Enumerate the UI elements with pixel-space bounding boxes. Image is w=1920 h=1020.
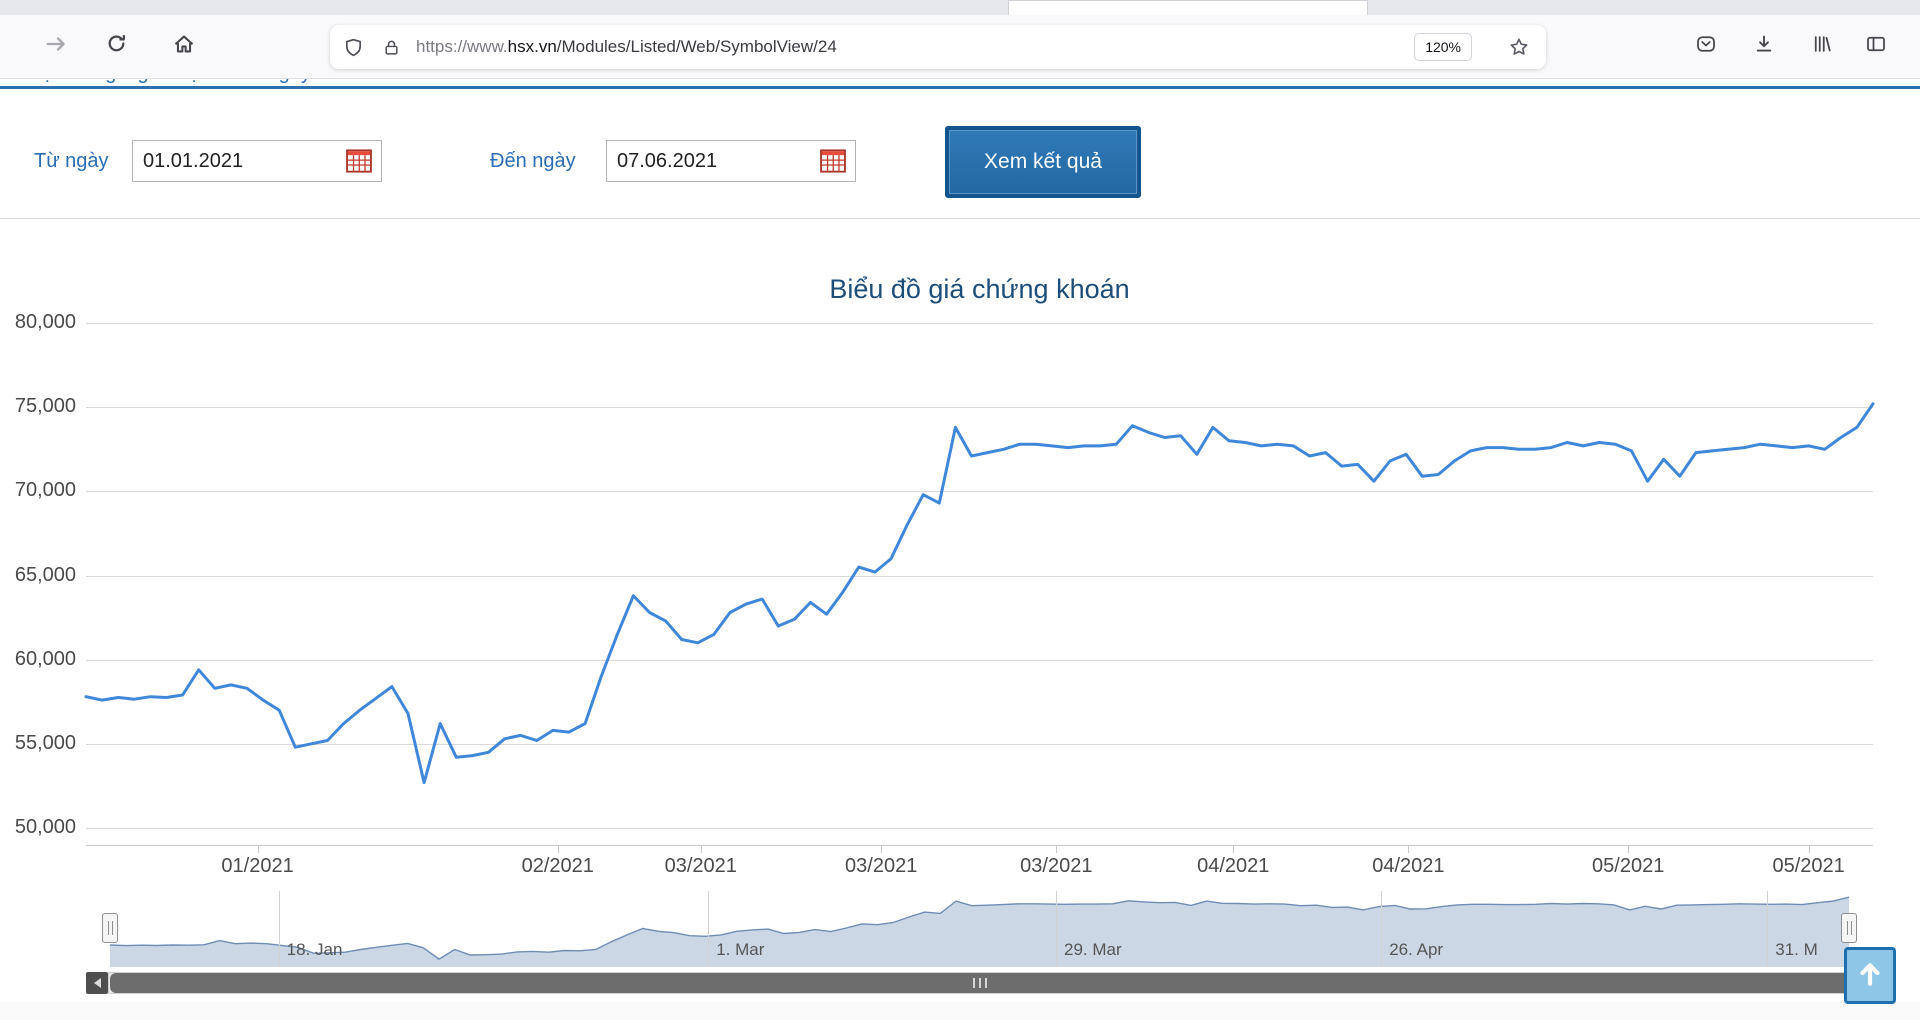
browser-tabstrip bbox=[0, 0, 1920, 15]
y-gridline bbox=[86, 323, 1873, 324]
x-axis-label: 03/2021 bbox=[1020, 855, 1093, 877]
view-results-button[interactable]: Xem kết quả bbox=[945, 126, 1141, 198]
y-axis-label: 55,000 bbox=[14, 731, 76, 754]
x-axis-label: 03/2021 bbox=[664, 855, 737, 877]
navigator-tick-label: 1. Mar bbox=[716, 940, 765, 959]
y-axis-label: 65,000 bbox=[14, 563, 76, 586]
url-protocol: https://www. bbox=[416, 37, 508, 56]
y-gridline bbox=[86, 575, 1873, 577]
bookmark-star-button[interactable] bbox=[1504, 32, 1534, 62]
chart-scrollbar-thumb[interactable] bbox=[110, 973, 1849, 993]
url-bar[interactable]: https://www.hsx.vn/Modules/Listed/Web/Sy… bbox=[330, 25, 1546, 69]
y-gridline bbox=[86, 407, 1873, 409]
reload-button[interactable] bbox=[98, 28, 134, 64]
library-button[interactable] bbox=[1804, 28, 1840, 64]
to-date-label: Đến ngày bbox=[490, 150, 576, 172]
x-axis-tick bbox=[557, 845, 559, 853]
tracking-shield-icon[interactable] bbox=[338, 32, 368, 62]
library-icon bbox=[1812, 34, 1832, 59]
navigator-tick-label: 18. Jan bbox=[286, 940, 343, 959]
home-icon bbox=[173, 33, 195, 60]
chart-title: Biểu đồ giá chứng khoán bbox=[829, 274, 1130, 304]
x-axis-tick bbox=[1808, 845, 1810, 853]
navigator-gridline bbox=[278, 891, 280, 967]
x-axis-tick bbox=[881, 845, 883, 853]
navigator-left-handle[interactable] bbox=[102, 913, 118, 943]
x-axis-label: 04/2021 bbox=[1197, 855, 1270, 877]
navigator-gridline bbox=[1056, 891, 1058, 967]
sidebar-toggle-button[interactable] bbox=[1858, 28, 1894, 64]
scroll-to-top-button[interactable] bbox=[1844, 947, 1896, 1004]
x-axis-tick bbox=[700, 845, 702, 853]
navigator-gridline bbox=[708, 891, 710, 967]
price-line-series bbox=[84, 402, 1875, 785]
navigator-right-handle[interactable] bbox=[1841, 913, 1857, 943]
y-axis-label: 75,000 bbox=[14, 395, 76, 418]
from-date-label: Từ ngày bbox=[34, 150, 109, 172]
url-text: https://www.hsx.vn/Modules/Listed/Web/Sy… bbox=[416, 37, 837, 57]
x-axis-tick bbox=[257, 845, 259, 853]
y-gridline bbox=[86, 743, 1873, 745]
navigator-tick-label: 29. Mar bbox=[1064, 940, 1122, 959]
navigator-tick-label: 26. Apr bbox=[1389, 940, 1444, 959]
x-axis-label: 05/2021 bbox=[1592, 855, 1665, 877]
to-date-input[interactable] bbox=[606, 140, 856, 182]
y-gridline bbox=[86, 491, 1873, 493]
browser-hscrollbar-track[interactable] bbox=[0, 1002, 1920, 1020]
from-date-input[interactable] bbox=[132, 140, 382, 182]
sidebar-icon bbox=[1866, 34, 1886, 59]
reload-icon bbox=[106, 33, 127, 59]
x-axis-tick bbox=[1408, 845, 1410, 853]
y-axis-label: 70,000 bbox=[14, 479, 76, 502]
zoom-indicator[interactable]: 120% bbox=[1414, 33, 1472, 61]
navigator-tick-label: 31. M bbox=[1775, 940, 1818, 959]
to-date-calendar-icon[interactable] bbox=[820, 149, 846, 173]
y-gridline bbox=[86, 659, 1873, 661]
y-axis-label: 80,000 bbox=[14, 311, 76, 333]
forward-arrow-icon bbox=[45, 33, 67, 60]
lock-icon[interactable] bbox=[376, 32, 406, 62]
section-divider bbox=[0, 86, 1920, 89]
y-gridline bbox=[86, 828, 1873, 829]
x-axis-label: 03/2021 bbox=[845, 855, 918, 877]
url-path: /Modules/Listed/Web/SymbolView/24 bbox=[556, 37, 837, 56]
left-arrow-icon bbox=[93, 978, 101, 988]
x-axis-tick bbox=[1628, 845, 1630, 853]
from-date-calendar-icon[interactable] bbox=[346, 149, 372, 173]
x-axis-label: 04/2021 bbox=[1372, 855, 1445, 877]
star-icon bbox=[1510, 38, 1528, 55]
filter-divider bbox=[0, 218, 1920, 219]
y-axis-label: 60,000 bbox=[14, 647, 76, 670]
chart-scrollbar-left-button[interactable] bbox=[86, 972, 108, 994]
x-axis-tick bbox=[1056, 845, 1058, 853]
browser-toolbar: https://www.hsx.vn/Modules/Listed/Web/Sy… bbox=[0, 15, 1920, 79]
x-axis-line bbox=[86, 845, 1873, 846]
y-axis-label: 50,000 bbox=[14, 816, 76, 838]
url-domain: hsx.vn bbox=[507, 37, 557, 56]
dropdown-fragment bbox=[1008, 0, 1368, 15]
navigator-area-series[interactable] bbox=[110, 891, 1849, 967]
x-axis-label: 05/2021 bbox=[1772, 855, 1845, 877]
x-axis-tick bbox=[1233, 845, 1235, 853]
navigator-gridline bbox=[1381, 891, 1383, 967]
x-axis-label: 02/2021 bbox=[521, 855, 594, 877]
pocket-button[interactable] bbox=[1688, 28, 1724, 64]
download-icon bbox=[1754, 34, 1774, 59]
navigator-gridline bbox=[1767, 891, 1769, 967]
downloads-button[interactable] bbox=[1746, 28, 1782, 64]
home-button[interactable] bbox=[166, 28, 202, 64]
pocket-icon bbox=[1696, 34, 1716, 59]
forward-button[interactable] bbox=[38, 28, 74, 64]
arrow-up-icon bbox=[1857, 959, 1883, 992]
x-axis-label: 01/2021 bbox=[221, 855, 294, 877]
